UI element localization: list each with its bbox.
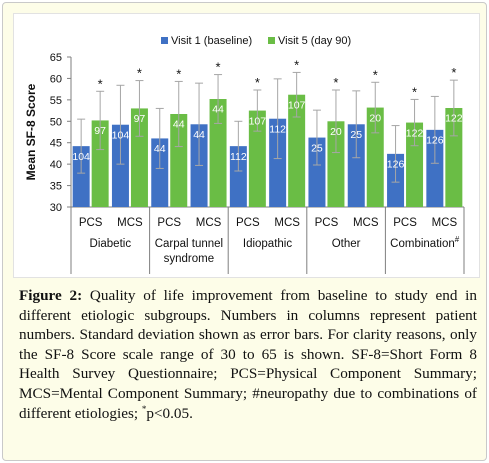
bar: [269, 118, 287, 207]
bar: [445, 108, 463, 207]
significance-marker: *: [255, 75, 260, 90]
group-label-superscript: #: [455, 235, 460, 244]
significance-marker: *: [451, 65, 456, 80]
x-group-label: Other: [332, 238, 361, 250]
y-tick-label: 40: [50, 159, 62, 171]
bar: [308, 137, 326, 207]
caption-text-end: p<0.05.: [146, 404, 193, 422]
bar: [288, 94, 306, 207]
bar-count-label: 112: [230, 151, 247, 163]
bar-chart: Mean SF-8 Score 30 35 40 45 50 55 60 65 Visit 1 (…: [24, 35, 465, 274]
bar: [229, 146, 247, 207]
bar: [111, 124, 129, 207]
y-tick-label: 35: [50, 181, 62, 193]
bar-count-label: 20: [330, 126, 342, 138]
x-group-label: Diabetic: [90, 238, 132, 250]
bar-count-label: 122: [445, 113, 463, 125]
caption-label: Figure 2:: [19, 287, 83, 304]
x-subcategory-label: MCS: [353, 217, 379, 229]
bar-count-label: 126: [387, 159, 405, 171]
y-axis-label: Mean SF-8 Score: [24, 83, 38, 180]
bar: [170, 114, 188, 207]
figure-caption: Figure 2: Quality of life improvement fr…: [19, 286, 477, 423]
bar-count-label: 112: [269, 123, 286, 135]
bar: [248, 110, 266, 207]
significance-marker: *: [137, 66, 142, 81]
significance-marker: *: [412, 84, 417, 99]
caption-text: Quality of life improvement from baselin…: [19, 287, 477, 422]
significance-marker: *: [294, 57, 299, 72]
legend-swatch: [268, 37, 275, 44]
significance-marker: *: [176, 66, 181, 81]
bar: [426, 129, 444, 207]
bar: [209, 99, 227, 207]
bar-count-label: 44: [154, 143, 166, 155]
bar-count-label: 107: [249, 115, 267, 127]
bar-count-label: 25: [311, 142, 323, 154]
x-subcategory-label: PCS: [157, 217, 181, 229]
bar: [366, 107, 384, 207]
bar-count-label: 122: [406, 127, 424, 139]
bar-count-label: 126: [426, 135, 444, 147]
legend-label: Visit 1 (baseline): [171, 35, 252, 47]
caption-superscript: *: [141, 403, 147, 414]
bar-count-label: 97: [94, 125, 106, 137]
significance-marker: *: [373, 67, 378, 82]
bar-count-label: 104: [112, 129, 130, 141]
y-tick-label: 45: [50, 138, 62, 150]
y-tick-label: 55: [50, 95, 62, 107]
y-tick-label: 30: [50, 202, 62, 214]
chart-panel: Mean SF-8 Score 30 35 40 45 50 55 60 65 Visit 1 (…: [13, 13, 480, 278]
bar: [130, 108, 148, 207]
bar-count-label: 97: [134, 113, 146, 125]
bar-count-label: 44: [212, 104, 224, 116]
bar: [151, 138, 169, 207]
x-group-label: Idiopathic: [243, 238, 292, 250]
bar-count-label: 20: [369, 112, 381, 124]
bar: [91, 120, 109, 207]
x-subcategory-label: MCS: [432, 217, 458, 229]
significance-marker: *: [333, 75, 338, 90]
x-subcategory-label: PCS: [393, 217, 417, 229]
bar: [327, 121, 345, 207]
x-subcategory-label: PCS: [236, 217, 260, 229]
bar: [72, 146, 90, 207]
legend-swatch: [161, 37, 168, 44]
x-subcategory-label: PCS: [315, 217, 339, 229]
bar: [406, 122, 424, 207]
x-group-label: Combination#: [390, 235, 460, 250]
bar-count-label: 104: [72, 151, 90, 163]
x-subcategory-label: MCS: [196, 217, 222, 229]
y-tick-label: 60: [50, 73, 62, 85]
significance-marker: *: [216, 60, 221, 75]
bar-count-label: 107: [288, 99, 306, 111]
x-subcategory-label: MCS: [274, 217, 300, 229]
legend-label: Visit 5 (day 90): [278, 35, 351, 47]
y-tick-label: 65: [50, 52, 62, 64]
y-tick-label: 50: [50, 116, 62, 128]
bar-count-label: 44: [193, 129, 205, 141]
x-group-label: syndrome: [164, 253, 215, 265]
x-subcategory-label: MCS: [117, 217, 143, 229]
x-subcategory-label: PCS: [79, 217, 103, 229]
bar-count-label: 25: [350, 129, 362, 141]
bar: [347, 124, 365, 207]
significance-marker: *: [98, 76, 103, 91]
x-group-label: Carpal tunnel: [155, 238, 223, 250]
bar-count-label: 44: [173, 119, 185, 131]
